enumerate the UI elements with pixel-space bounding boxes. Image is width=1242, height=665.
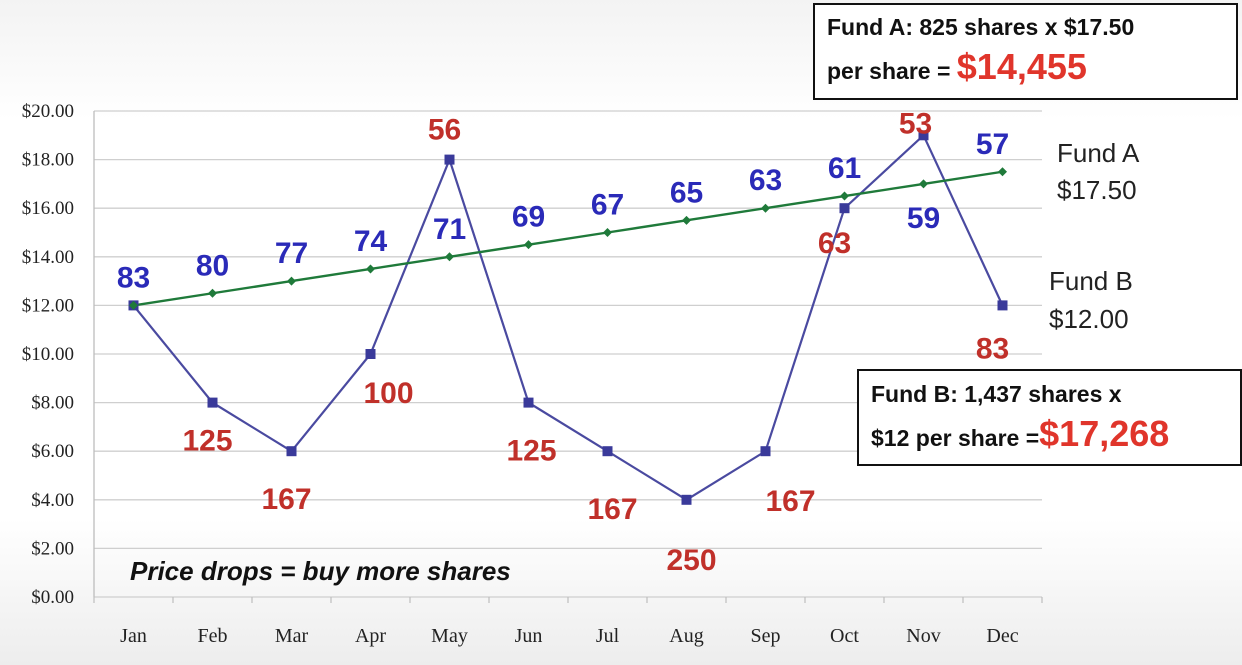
series-price-fund-b: $12.00 (1049, 304, 1129, 334)
series-price-fund-a: $17.50 (1057, 175, 1137, 205)
fund-a-point (919, 179, 928, 189)
fund-a-share-label: 57 (976, 128, 1009, 161)
fund-a-callout-line1: Fund A: 825 shares x $17.50 (827, 14, 1135, 40)
y-tick-label: $8.00 (31, 393, 74, 414)
x-tick-label: Jan (120, 625, 147, 647)
fund-b-point (602, 446, 613, 457)
fund-b-point (997, 300, 1008, 311)
series-end-labels: Fund A $17.50 Fund B $12.00 (1049, 138, 1140, 334)
y-tick-label: $4.00 (31, 490, 74, 511)
series-lines (132, 133, 1004, 502)
fund-b-point (523, 397, 534, 408)
x-tick-label: Feb (198, 625, 228, 647)
fund-a-share-label: 59 (907, 202, 940, 235)
y-tick-label: $12.00 (22, 295, 74, 316)
fund-a-point (761, 203, 770, 213)
fund-a-share-label: 74 (354, 225, 388, 258)
series-line-fund-b (132, 133, 1004, 502)
x-tick-label: Nov (906, 625, 940, 647)
price-drop-note: Price drops = buy more shares (130, 556, 511, 586)
x-tick-label: Sep (751, 625, 781, 647)
fund-a-point (840, 191, 849, 201)
fund-b-share-label: 167 (587, 493, 637, 526)
fund-a-share-label: 71 (433, 213, 466, 246)
fund-b-point (207, 397, 218, 408)
fund-b-share-label: 56 (428, 114, 461, 147)
y-tick-label: $14.00 (22, 247, 74, 268)
x-tick-label: Dec (986, 625, 1018, 647)
y-axis-ticks: $0.00 $2.00 $4.00 $6.00 $8.00 $10.00 $12.00 $14… (22, 101, 74, 608)
fund-b-callout: Fund B: 1,437 shares x $12 per share =$1… (857, 369, 1242, 466)
fund-a-callout-line2: per share = (827, 58, 957, 84)
series-name-fund-b: Fund B (1049, 266, 1133, 296)
fund-a-share-label: 69 (512, 201, 545, 234)
fund-a-share-label: 80 (196, 249, 229, 282)
fund-b-share-label: 250 (666, 544, 716, 577)
fund-b-share-label: 125 (182, 425, 232, 458)
fund-b-total: $17,268 (1039, 413, 1170, 454)
y-tick-label: $18.00 (22, 150, 74, 171)
y-tick-label: $6.00 (31, 441, 74, 462)
fund-b-point (286, 446, 297, 457)
fund-a-point (603, 228, 612, 237)
gridlines (93, 110, 1042, 598)
fund-b-point (444, 154, 455, 165)
series-name-fund-a: Fund A (1057, 138, 1140, 168)
fund-b-callout-line2: $12 per share = (871, 425, 1040, 451)
fund-b-point (760, 446, 771, 457)
fund-a-share-label: 61 (828, 152, 861, 185)
fund-a-point (129, 300, 138, 310)
fund-a-point (366, 264, 375, 274)
fund-b-share-label: 83 (976, 332, 1009, 365)
y-tick-label: $10.00 (22, 344, 74, 365)
x-tick-label: Jul (596, 625, 620, 647)
fund-a-share-label: 65 (670, 176, 703, 209)
fund-b-point (839, 203, 850, 214)
fund-b-callout-line1: Fund B: 1,437 shares x (871, 381, 1122, 407)
fund-a-point (445, 252, 454, 262)
fund-b-point (365, 349, 376, 359)
series-line-fund-a (133, 170, 1003, 307)
fund-b-share-label: 125 (506, 435, 556, 468)
fund-b-point (681, 494, 692, 505)
x-tick-label: Aug (669, 625, 703, 647)
x-tick-label: May (431, 625, 468, 647)
fund-b-share-label: 100 (363, 377, 413, 410)
x-axis-ticks: Jan Feb Mar Apr May Jun Jul Aug Sep Oct Nov Dec (93, 597, 1043, 647)
fund-a-total: $14,455 (956, 46, 1087, 87)
y-tick-label: $0.00 (31, 587, 74, 608)
x-tick-label: Mar (275, 625, 309, 647)
y-tick-label: $20.00 (22, 101, 74, 122)
fund-b-share-label: 63 (818, 227, 851, 260)
fund-b-share-label: 53 (899, 107, 932, 140)
fund-b-share-label: 167 (261, 483, 311, 516)
fund-a-share-label: 77 (275, 237, 308, 270)
x-tick-label: Apr (355, 625, 386, 647)
fund-a-point (524, 240, 533, 250)
fund-a-point (998, 167, 1007, 177)
fund-a-point (208, 288, 217, 298)
fund-a-share-label: 83 (117, 261, 150, 294)
fund-b-point (918, 130, 929, 141)
series-markers (128, 130, 1008, 505)
fund-a-share-label: 63 (749, 164, 782, 197)
x-tick-label: Oct (830, 625, 859, 647)
fund-a-share-label: 67 (591, 189, 624, 222)
share-count-labels: 83 80 77 74 71 69 67 65 63 61 59 57 125 167 100 56 125 16… (117, 107, 1009, 577)
y-tick-label: $2.00 (31, 538, 74, 559)
fund-a-callout: Fund A: 825 shares x $17.50 per share = … (813, 3, 1238, 100)
y-tick-label: $16.00 (22, 198, 74, 219)
x-tick-label: Jun (515, 625, 543, 647)
fund-a-point (682, 215, 691, 225)
fund-a-point (287, 276, 296, 286)
fund-b-share-label: 167 (765, 485, 815, 518)
